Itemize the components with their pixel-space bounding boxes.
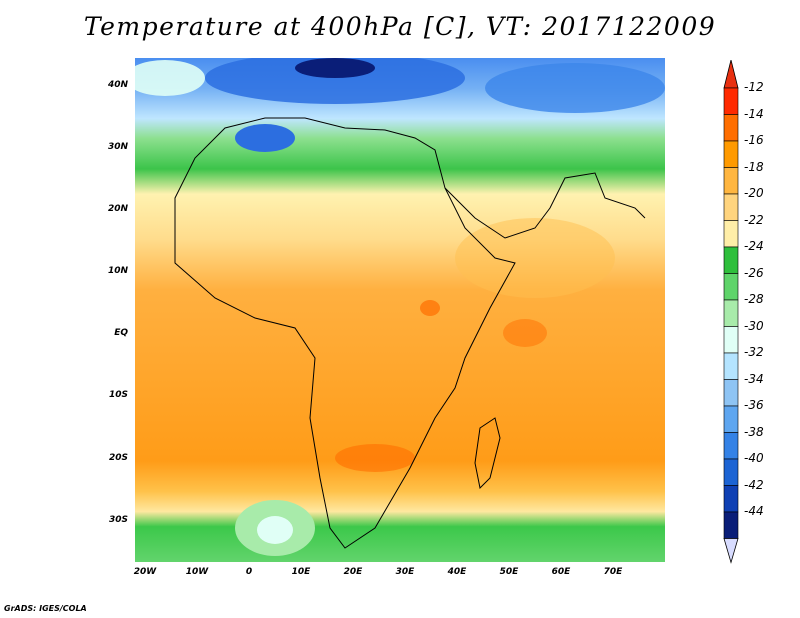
credit-text: GrADS: IGES/COLA [4,604,87,613]
colorbar-label: -18 [744,159,764,174]
colorbar-swatch [723,432,739,460]
colorbar-label: -44 [744,504,764,518]
x-tick-label: 50E [499,567,519,577]
colorbar-label: -34 [744,371,764,386]
colorbar-label: -12 [744,80,764,94]
colorbar-swatch [723,379,739,407]
colorbar-swatch [723,246,739,274]
temperature-map [135,58,665,562]
colorbar-label: -24 [744,239,764,253]
chart-title: Temperature at 400hPa [C], VT: 201712200… [83,12,717,41]
colorbar-swatch [723,193,739,221]
colorbar-swatch [723,458,739,486]
colorbar-label: -38 [744,424,764,439]
y-tick-label: 40N [107,80,128,90]
x-tick-label: 0 [245,567,253,577]
colorbar-swatch [723,87,739,115]
y-tick-label: EQ [114,328,128,338]
colorbar-label: -26 [744,265,764,280]
colorbar-swatch [723,405,739,433]
y-tick-label: 10N [107,266,128,276]
colorbar-swatch [723,485,739,513]
colorbar-label: -30 [744,318,764,333]
y-tick-label: 20N [107,204,128,214]
colorbar-label: -20 [744,186,764,200]
y-tick-label: 10S [108,390,128,400]
colorbar-label: -42 [744,477,764,492]
colorbar-label: -32 [744,345,764,359]
y-tick-label: 20S [108,453,128,463]
field-patches [135,58,665,556]
x-tick-label: 20E [343,567,363,577]
colorbar [723,60,739,564]
x-tick-label: 30E [395,567,415,577]
colorbar-label: -22 [744,212,764,227]
colorbar-swatch [723,273,739,301]
colorbar-swatch [723,220,739,248]
colorbar-swatch [723,326,739,354]
x-tick-label: 70E [603,567,623,577]
colorbar-swatch [723,114,739,142]
colorbar-swatch [723,352,739,380]
colorbar-label: -28 [744,292,764,306]
colorbar-swatch [723,511,739,539]
colorbar-swatch [723,167,739,195]
x-tick-label: 40E [447,567,467,577]
y-tick-label: 30S [108,515,128,525]
colorbar-swatch [723,140,739,168]
colorbar-label: -36 [744,398,764,412]
x-tick-label: 20W [133,567,157,577]
colorbar-swatch [723,299,739,327]
x-tick-label: 10E [291,567,311,577]
x-tick-label: 10W [185,567,209,577]
colorbar-label: -16 [744,133,764,147]
colorbar-over-triangle [723,60,739,89]
y-tick-label: 30N [107,142,128,152]
coastline-outlines [174,117,646,549]
x-tick-label: 60E [551,567,571,577]
colorbar-label: -40 [744,451,764,465]
colorbar-label: -14 [744,106,764,121]
colorbar-under-triangle [723,538,739,564]
temperature-field [135,58,665,562]
